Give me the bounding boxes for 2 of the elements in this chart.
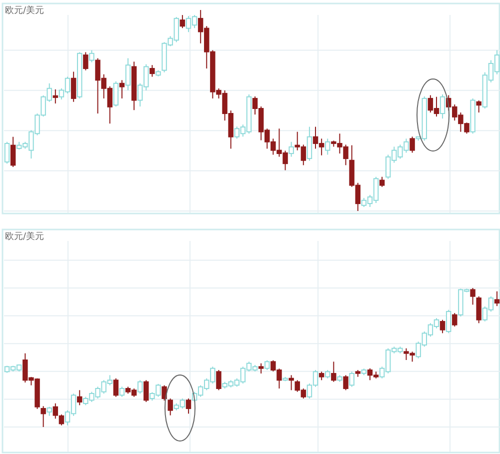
chart-title: 欧元/美元 xyxy=(5,231,44,242)
chart-title: 欧元/美元 xyxy=(5,5,44,16)
